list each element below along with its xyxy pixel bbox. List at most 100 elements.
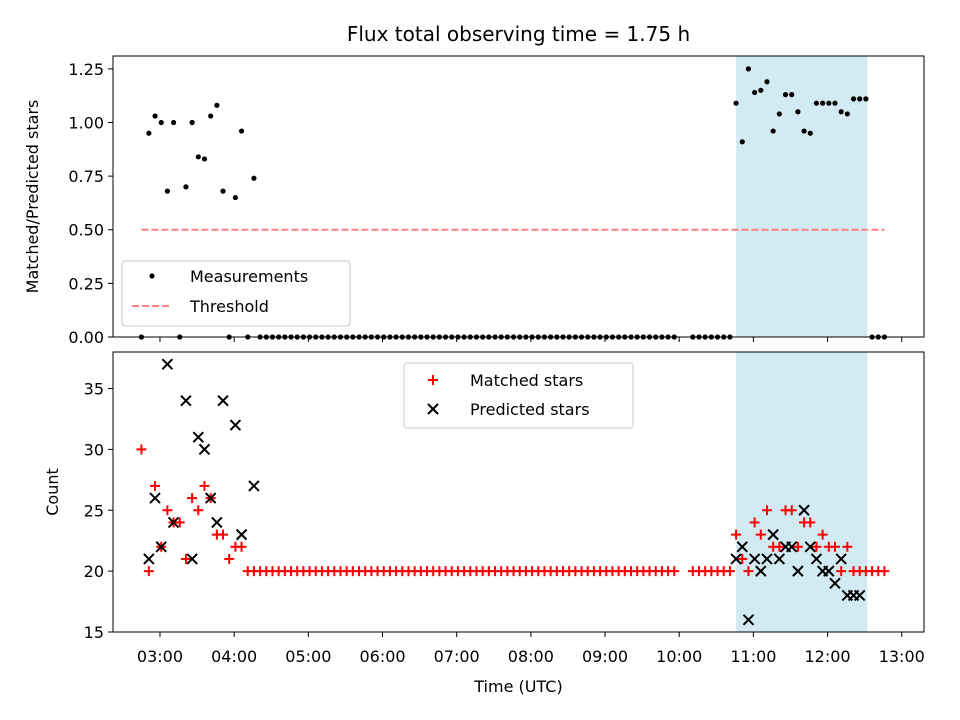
measurement-point <box>863 96 869 102</box>
predicted-star-point <box>755 565 767 577</box>
top-panel: 0.00 0.25 0.50 0.75 1.00 1.25 Flux total obse… <box>23 22 925 347</box>
measurement-point <box>807 130 813 136</box>
predicted-star-point <box>149 492 161 504</box>
measurement-point <box>758 87 764 93</box>
x-tick-label: 13:00 <box>879 647 925 666</box>
legend-measurements-label: Measurements <box>190 267 308 286</box>
predicted-star-point <box>248 480 260 492</box>
top-legend-box <box>121 260 351 327</box>
legend-plus-glyph <box>428 375 438 385</box>
top-legend: Measurements Threshold <box>121 260 351 327</box>
measurement-point <box>826 100 832 106</box>
predicted-star-point <box>235 528 248 541</box>
predicted-star-point <box>854 589 866 602</box>
predicted-star-point <box>143 553 155 565</box>
predicted-star-point <box>804 541 816 553</box>
top-ytick-label: 0.00 <box>68 328 104 347</box>
bottom-ytick-label: 30 <box>84 440 104 459</box>
matched-star-point <box>731 529 742 540</box>
legend-threshold-label: Threshold <box>189 297 269 316</box>
measurement-point <box>208 113 214 119</box>
matched-star-point <box>786 505 797 516</box>
measurement-point <box>152 113 158 119</box>
measurement-point <box>850 96 857 102</box>
measurement-point <box>832 100 838 106</box>
measurement-point <box>189 119 195 126</box>
top-x-ticks <box>159 337 903 342</box>
measurement-point <box>770 128 776 134</box>
top-ytick-label: 1.00 <box>68 113 104 132</box>
top-axes-frame <box>112 55 925 338</box>
measurement-point <box>164 188 170 194</box>
top-observing-span <box>736 56 868 337</box>
matched-star-point <box>180 553 191 564</box>
predicted-star-point <box>748 553 761 565</box>
matched-star-point <box>724 566 735 577</box>
matched-star-point <box>199 480 210 491</box>
x-axis-label: Time (UTC) <box>473 677 562 696</box>
top-ytick-label: 1.25 <box>68 60 104 79</box>
predicted-star-point <box>730 553 742 565</box>
matched-star-point <box>879 566 890 577</box>
x-tick-label: 10:00 <box>656 647 702 666</box>
predicted-star-point <box>211 516 223 529</box>
bottom-legend: Matched stars Predicted stars <box>403 362 634 429</box>
x-tick-label: 09:00 <box>582 647 628 666</box>
measurement-point <box>813 100 820 106</box>
measurement-point <box>170 119 177 126</box>
measurement-point <box>158 119 164 126</box>
predicted-star-point <box>835 553 847 565</box>
measurement-point <box>764 79 770 85</box>
measurement-point <box>795 109 801 115</box>
predicted-star-point <box>229 419 242 431</box>
matched-star-point <box>218 529 229 540</box>
measurement-point <box>733 100 739 106</box>
x-tick-label: 06:00 <box>359 647 405 666</box>
measurement-point <box>752 89 758 96</box>
matched-star-point <box>669 566 680 577</box>
measurement-point <box>844 111 850 117</box>
matched-star-point <box>805 517 816 528</box>
top-ytick-label: 0.75 <box>68 167 104 186</box>
x-tick-label: 11:00 <box>730 647 776 666</box>
x-tick-label: 04:00 <box>211 647 257 666</box>
predicted-star-point <box>742 614 755 626</box>
matched-star-point <box>755 529 766 540</box>
predicted-star-point <box>823 565 835 577</box>
measurement-point <box>776 111 782 117</box>
legend-matched-marker <box>428 375 438 385</box>
measurement-point <box>745 66 752 72</box>
predicted-star-point <box>761 553 773 565</box>
matched-star-point <box>743 566 754 577</box>
legend-predicted-label: Predicted stars <box>470 400 590 419</box>
bottom-y-axis-label: Count <box>43 468 62 516</box>
matched-star-point <box>842 541 853 552</box>
predicted-star-point <box>180 394 192 407</box>
predicted-star-point <box>217 394 229 407</box>
measurement-point <box>739 139 745 145</box>
bottom-x-ticks: 03:00 04:00 05:00 06:00 07:00 08:00 09:00 10:00… <box>137 632 925 666</box>
measurement-point <box>195 154 201 160</box>
legend-matched-label: Matched stars <box>470 371 583 390</box>
matched-star-point <box>193 505 204 516</box>
predicted-star-point <box>798 504 810 516</box>
x-tick-label: 05:00 <box>285 647 331 666</box>
predicted-star-point <box>186 553 198 565</box>
matched-star-point <box>174 517 185 528</box>
matched-star-point <box>761 505 772 516</box>
bottom-observing-span <box>736 352 868 632</box>
measurement-point <box>782 92 789 98</box>
legend-predicted-marker <box>427 403 439 415</box>
x-tick-label: 08:00 <box>508 647 554 666</box>
x-tick-label: 12:00 <box>805 647 851 666</box>
measurement-point <box>857 96 863 102</box>
legend-x-glyph <box>427 403 439 415</box>
measurement-point <box>183 184 189 190</box>
measurement-point <box>789 92 795 98</box>
measurement-point <box>201 156 208 162</box>
bottom-ytick-label: 35 <box>84 380 104 399</box>
predicted-star-point <box>736 541 748 553</box>
x-tick-label: 07:00 <box>434 647 480 666</box>
matched-star-point <box>224 553 235 564</box>
